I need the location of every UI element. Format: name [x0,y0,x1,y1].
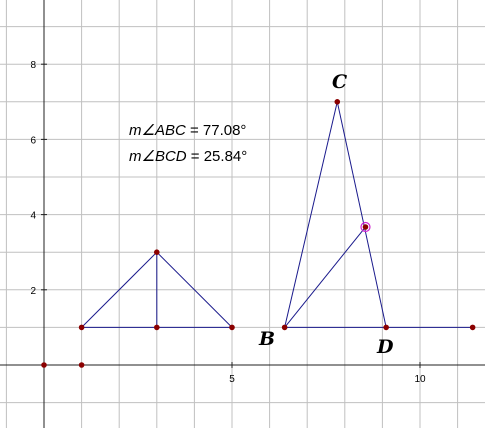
measurement-value: = 77.08° [186,122,247,139]
measurement-prefix: m∠ [129,122,155,139]
x-tick-label: 5 [229,374,235,385]
y-tick-label: 8 [30,60,36,71]
point-label-c[interactable]: C [332,71,347,93]
point-d[interactable] [384,325,389,330]
measurement-angle-name: BCD [155,148,187,165]
y-tick-label: 2 [30,286,36,297]
point-t2[interactable] [155,325,160,330]
measurement-angle-bcd[interactable]: m∠BCD = 25.84° [129,148,247,165]
point-m[interactable] [363,225,368,230]
y-tick-label: 4 [30,211,36,222]
point-label-b[interactable]: B [258,328,275,350]
point-t3[interactable] [230,325,235,330]
y-tick-label: 6 [30,135,36,146]
point-c[interactable] [335,100,340,105]
point-label-d[interactable]: D [376,336,394,358]
point-b[interactable] [282,325,287,330]
measurement-angle-abc[interactable]: m∠ABC = 77.08° [129,122,246,139]
measurement-prefix: m∠ [129,148,155,165]
x-tick-label: 10 [414,374,426,385]
point-e[interactable] [470,325,475,330]
point-origin[interactable] [42,363,47,368]
point-t1[interactable] [79,325,84,330]
svg-text:m∠ABC = 77.08°: m∠ABC = 77.08° [129,122,246,139]
measurement-value: = 25.84° [187,148,248,165]
svg-text:m∠BCD = 25.84°: m∠BCD = 25.84° [129,148,247,165]
point-o2[interactable] [79,363,84,368]
point-apex[interactable] [155,250,160,255]
measurement-angle-name: ABC [154,122,186,139]
